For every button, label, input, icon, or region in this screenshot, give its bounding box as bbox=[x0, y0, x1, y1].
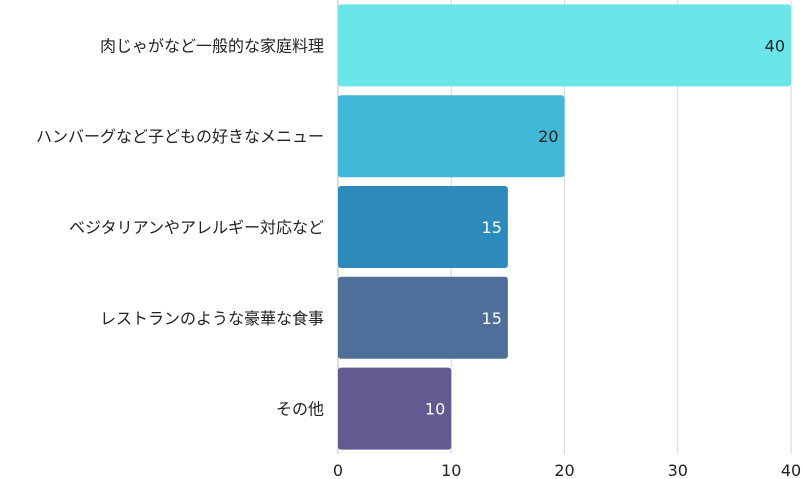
x-tick-label: 40 bbox=[781, 461, 801, 479]
category-label: 肉じゃがなど一般的な家庭料理 bbox=[100, 36, 324, 55]
category-label: ハンバーグなど子どもの好きなメニュー bbox=[36, 127, 324, 146]
category-label: その他 bbox=[276, 400, 324, 419]
bars: 40 20 15 15 10 bbox=[338, 4, 791, 450]
x-axis-ticks: 0 10 20 30 40 bbox=[333, 461, 801, 479]
bar-value-label: 20 bbox=[538, 127, 558, 146]
bar-value-label: 15 bbox=[482, 309, 502, 328]
bar-value-label: 15 bbox=[482, 218, 502, 237]
x-tick-label: 20 bbox=[554, 461, 574, 479]
x-tick-label: 30 bbox=[668, 461, 688, 479]
bar bbox=[338, 186, 508, 268]
bar-value-label: 40 bbox=[765, 36, 785, 55]
bar bbox=[338, 276, 508, 359]
bar bbox=[338, 4, 791, 87]
bar bbox=[338, 367, 452, 450]
x-tick-label: 10 bbox=[441, 461, 461, 479]
category-label: ベジタリアンやアレルギー対応など bbox=[69, 218, 324, 237]
category-label: レストランのような豪華な食事 bbox=[100, 309, 324, 328]
bar-value-label: 10 bbox=[425, 400, 445, 419]
category-labels: 肉じゃがなど一般的な家庭料理ハンバーグなど子どもの好きなメニューベジタリアンやア… bbox=[36, 36, 324, 418]
bar bbox=[338, 95, 565, 178]
x-tick-label: 0 bbox=[333, 461, 343, 479]
